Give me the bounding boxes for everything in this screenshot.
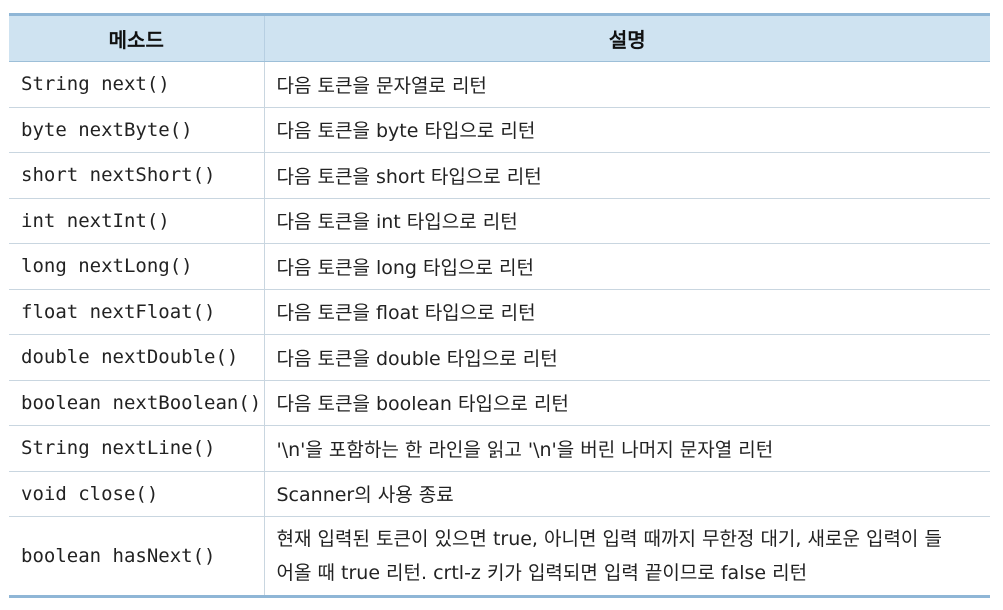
method-cell: int nextInt() — [9, 198, 265, 244]
table-row: boolean nextBoolean() 다음 토큰을 boolean 타입으… — [9, 380, 990, 426]
table-row: int nextInt() 다음 토큰을 int 타입으로 리턴 — [9, 198, 990, 244]
table-row: float nextFloat() 다음 토큰을 float 타입으로 리턴 — [9, 289, 990, 335]
scanner-methods-table-container: 메소드 설명 String next() 다음 토큰을 문자열로 리턴 byte… — [9, 13, 990, 598]
description-cell: Scanner의 사용 종료 — [264, 471, 990, 517]
method-cell: boolean nextBoolean() — [9, 380, 265, 426]
description-line: 현재 입력된 토큰이 있으면 true, 아니면 입력 때까지 무한정 대기, … — [276, 528, 942, 550]
table-row: void close() Scanner의 사용 종료 — [9, 471, 990, 517]
method-cell: float nextFloat() — [9, 289, 265, 335]
header-row: 메소드 설명 — [9, 13, 990, 62]
description-cell: 다음 토큰을 short 타입으로 리턴 — [264, 152, 990, 199]
description-line: 어올 때 true 리턴. crtl-z 키가 입력되면 입력 끝이므로 fal… — [276, 562, 808, 584]
table-row: String next() 다음 토큰을 문자열로 리턴 — [9, 61, 990, 108]
method-cell: void close() — [9, 471, 265, 517]
table-row: double nextDouble() 다음 토큰을 double 타입으로 리… — [9, 334, 990, 381]
header-description: 설명 — [264, 13, 990, 62]
table-row: String nextLine() '\n'을 포함하는 한 라인을 읽고 '\… — [9, 425, 990, 472]
scanner-methods-table: 메소드 설명 String next() 다음 토큰을 문자열로 리턴 byte… — [9, 13, 990, 598]
table-row: short nextShort() 다음 토큰을 short 타입으로 리턴 — [9, 152, 990, 199]
description-cell: 현재 입력된 토큰이 있으면 true, 아니면 입력 때까지 무한정 대기, … — [264, 516, 990, 598]
description-cell: 다음 토큰을 문자열로 리턴 — [264, 61, 990, 108]
method-cell: String nextLine() — [9, 425, 265, 472]
method-cell: long nextLong() — [9, 243, 265, 290]
description-cell: 다음 토큰을 double 타입으로 리턴 — [264, 334, 990, 381]
table-row: byte nextByte() 다음 토큰을 byte 타입으로 리턴 — [9, 107, 990, 153]
method-cell: short nextShort() — [9, 152, 265, 199]
method-cell: double nextDouble() — [9, 334, 265, 381]
description-cell: '\n'을 포함하는 한 라인을 읽고 '\n'을 버린 나머지 문자열 리턴 — [264, 425, 990, 472]
description-cell: 다음 토큰을 int 타입으로 리턴 — [264, 198, 990, 244]
table-row: long nextLong() 다음 토큰을 long 타입으로 리턴 — [9, 243, 990, 290]
description-cell: 다음 토큰을 float 타입으로 리턴 — [264, 289, 990, 335]
header-method: 메소드 — [9, 13, 265, 62]
method-cell: boolean hasNext() — [9, 516, 265, 598]
table-row: boolean hasNext() 현재 입력된 토큰이 있으면 true, 아… — [9, 516, 990, 598]
description-cell: 다음 토큰을 byte 타입으로 리턴 — [264, 107, 990, 153]
description-cell: 다음 토큰을 boolean 타입으로 리턴 — [264, 380, 990, 426]
method-cell: byte nextByte() — [9, 107, 265, 153]
description-cell: 다음 토큰을 long 타입으로 리턴 — [264, 243, 990, 290]
method-cell: String next() — [9, 61, 265, 108]
